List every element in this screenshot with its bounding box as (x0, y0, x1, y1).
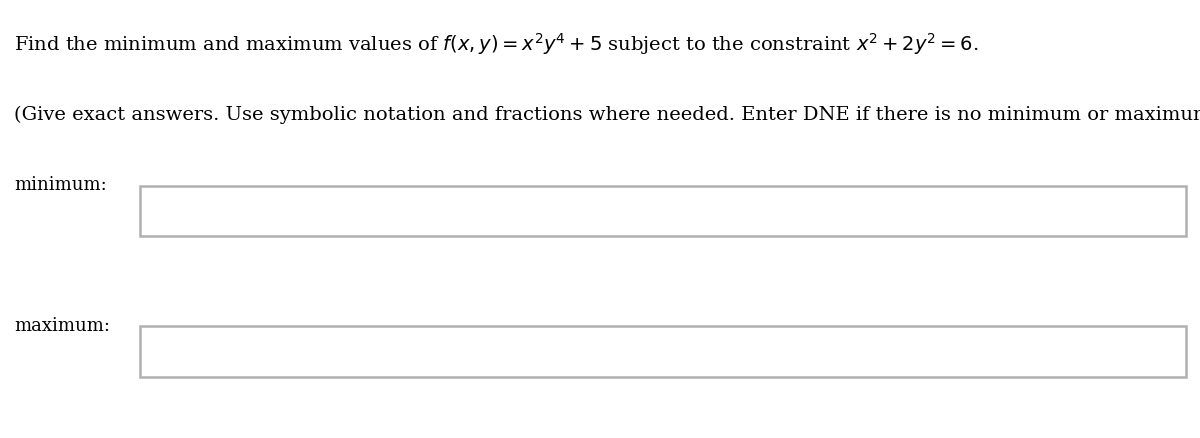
FancyBboxPatch shape (140, 326, 1186, 377)
Text: minimum:: minimum: (14, 176, 107, 194)
Text: Find the minimum and maximum values of $f(x, y) = x^2y^4 + 5$ subject to the con: Find the minimum and maximum values of $… (14, 31, 979, 57)
FancyBboxPatch shape (140, 186, 1186, 237)
Text: maximum:: maximum: (14, 316, 110, 334)
Text: (Give exact answers. Use symbolic notation and fractions where needed. Enter DNE: (Give exact answers. Use symbolic notati… (14, 105, 1200, 124)
